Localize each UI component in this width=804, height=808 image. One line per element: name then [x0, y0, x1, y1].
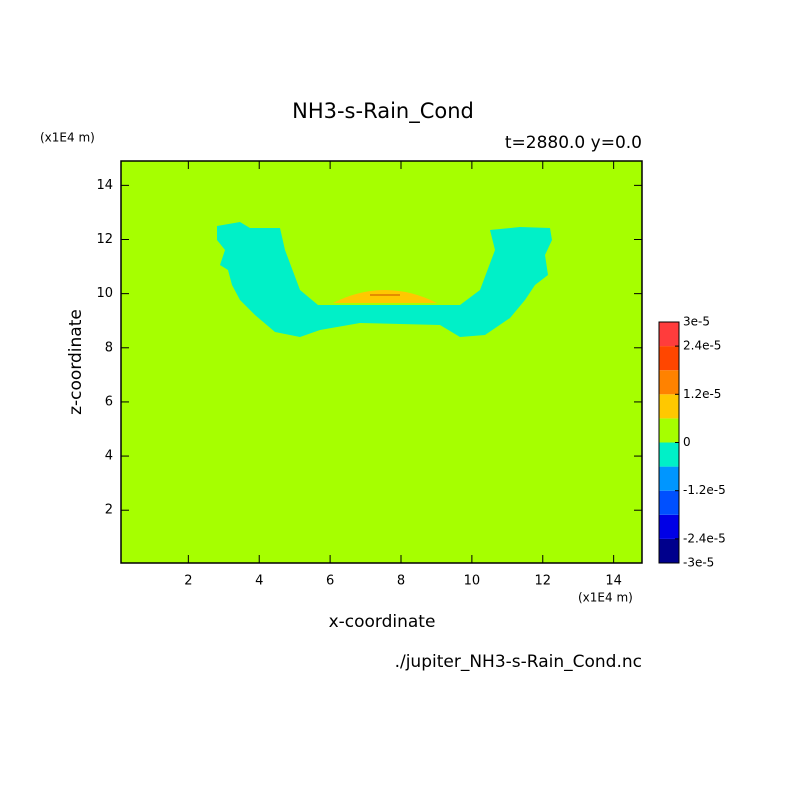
colorbar-tick-label: 2.4e-5 — [683, 339, 721, 353]
colorbar-tick-label: 1.2e-5 — [683, 387, 721, 401]
y-tick-label: 6 — [105, 394, 113, 409]
colorbar-segment — [659, 514, 679, 539]
y-tick-label: 8 — [105, 340, 113, 355]
chart-subtitle: t=2880.0 y=0.0 — [505, 133, 642, 153]
x-tick-label: 8 — [397, 574, 405, 589]
colorbar-tick-label: 0 — [683, 435, 691, 449]
chart-title: NH3-s-Rain_Cond — [292, 99, 474, 124]
plot-background — [121, 161, 642, 563]
colorbar-segment — [659, 346, 679, 371]
colorbar-segment — [659, 322, 679, 347]
y-tick-label: 10 — [96, 286, 113, 301]
colorbar-tick-label: 3e-5 — [683, 315, 710, 329]
colorbar-segment — [659, 370, 679, 395]
colorbar-segment — [659, 466, 679, 491]
colorbar-tick-label: -3e-5 — [683, 556, 714, 570]
colorbar-tick-label: -1.2e-5 — [683, 483, 726, 497]
x-unit: (x1E4 m) — [578, 591, 633, 605]
x-tick-label: 10 — [464, 574, 481, 589]
plot-frame — [120, 160, 643, 564]
source-label: ./jupiter_NH3-s-Rain_Cond.nc — [395, 652, 642, 672]
y-tick-label: 12 — [96, 232, 113, 247]
colorbar-segment — [659, 442, 679, 467]
x-tick-label: 14 — [605, 574, 622, 589]
x-tick-label: 2 — [184, 574, 192, 589]
x-tick-label: 12 — [534, 574, 551, 589]
x-tick-label: 6 — [326, 574, 334, 589]
x-tick-label: 4 — [255, 574, 263, 589]
x-axis-label: x-coordinate — [329, 612, 436, 632]
y-axis-label: z-coordinate — [66, 309, 86, 415]
y-tick-label: 2 — [105, 503, 113, 518]
colorbar-tick-label: -2.4e-5 — [683, 531, 726, 545]
contour-region — [217, 222, 552, 337]
y-unit: (x1E4 m) — [40, 131, 95, 145]
colorbar-segment — [659, 394, 679, 419]
colorbar-segment — [659, 538, 679, 563]
colorbar-segment — [659, 490, 679, 515]
contour-region — [333, 290, 437, 303]
colorbar-segment — [659, 418, 679, 443]
y-tick-label: 14 — [96, 178, 113, 193]
y-tick-label: 4 — [105, 449, 113, 464]
